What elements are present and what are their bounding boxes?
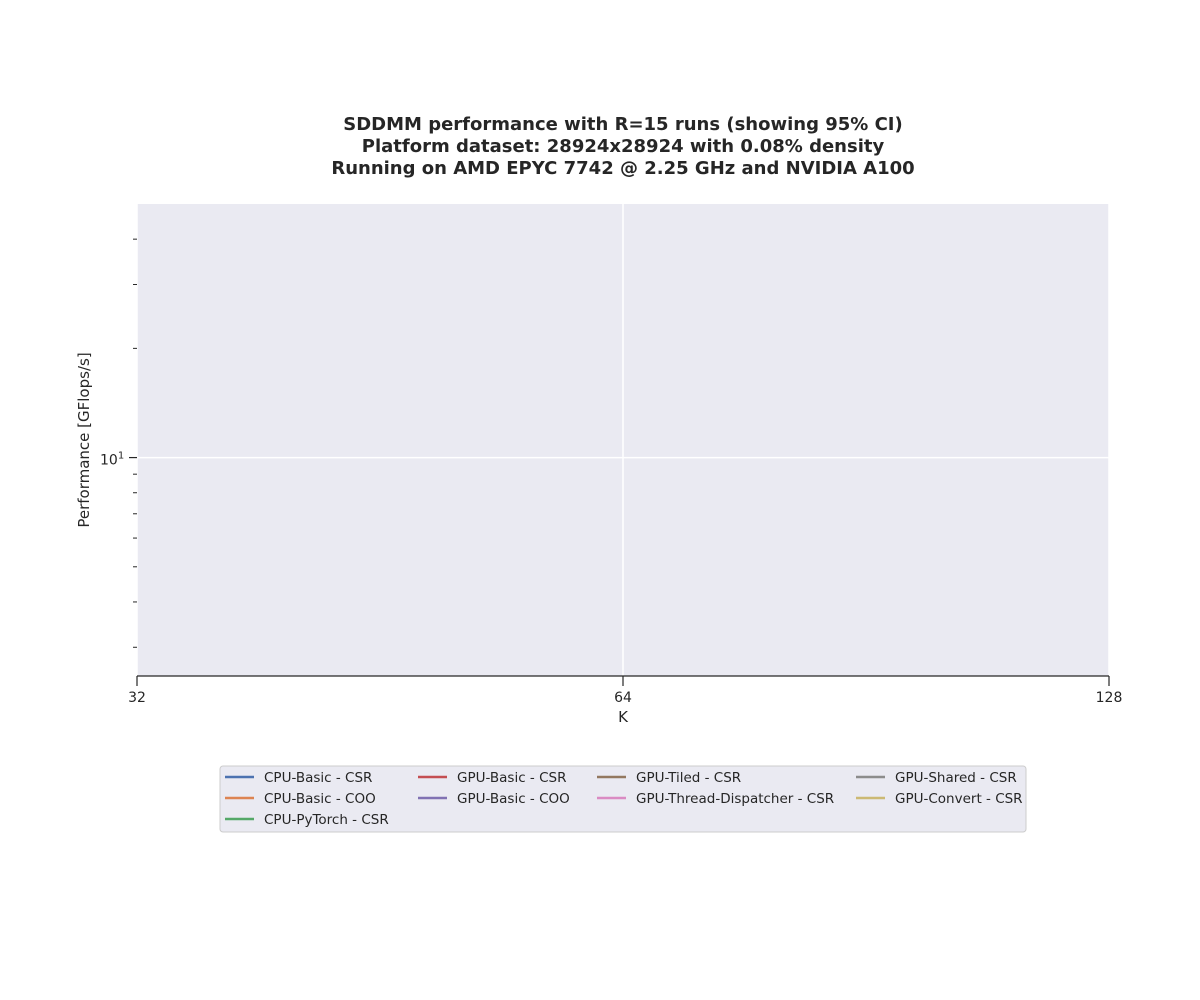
x-tick-label: 64 (614, 690, 632, 706)
chart-title: SDDMM performance with R=15 runs (showin… (331, 114, 914, 179)
x-tick-label: 32 (128, 690, 146, 706)
legend-item: GPU-Shared - CSR (856, 770, 1017, 786)
chart-title-line-3: Running on AMD EPYC 7742 @ 2.25 GHz and … (331, 158, 914, 179)
x-axis: 32 64 128 (128, 675, 1123, 706)
legend-label: GPU-Basic - COO (457, 791, 570, 807)
legend-label: GPU-Shared - CSR (895, 770, 1017, 786)
legend-label: GPU-Basic - CSR (457, 770, 566, 786)
chart-title-line-1: SDDMM performance with R=15 runs (showin… (343, 114, 902, 135)
legend-item: CPU-Basic - CSR (225, 770, 372, 786)
legend-item: GPU-Basic - CSR (418, 770, 566, 786)
legend-item: CPU-Basic - COO (225, 791, 376, 807)
legend-label: CPU-Basic - COO (264, 791, 376, 807)
y-axis-label: Performance [GFlops/s] (75, 352, 93, 527)
legend-item: GPU-Convert - CSR (856, 791, 1023, 807)
legend: CPU-Basic - CSR CPU-Basic - COO CPU-PyTorc… (219, 765, 1027, 833)
legend-item: GPU-Basic - COO (418, 791, 570, 807)
legend-label: GPU-Convert - CSR (895, 791, 1023, 807)
legend-item: GPU-Tiled - CSR (597, 770, 741, 786)
legend-item: GPU-Thread-Dispatcher - CSR (597, 791, 834, 807)
x-tick-label: 128 (1096, 690, 1123, 706)
legend-item: CPU-PyTorch - CSR (225, 812, 389, 828)
y-tick-label: 101 (100, 451, 124, 469)
chart-title-line-2: Platform dataset: 28924x28924 with 0.08%… (362, 136, 885, 157)
y-axis: 101 (100, 238, 137, 648)
x-axis-label: K (618, 708, 629, 726)
legend-label: GPU-Tiled - CSR (636, 770, 741, 786)
grid-lines (136, 204, 1110, 676)
legend-label: CPU-Basic - CSR (264, 770, 372, 786)
legend-label: GPU-Thread-Dispatcher - CSR (636, 791, 834, 807)
legend-label: CPU-PyTorch - CSR (264, 812, 389, 828)
